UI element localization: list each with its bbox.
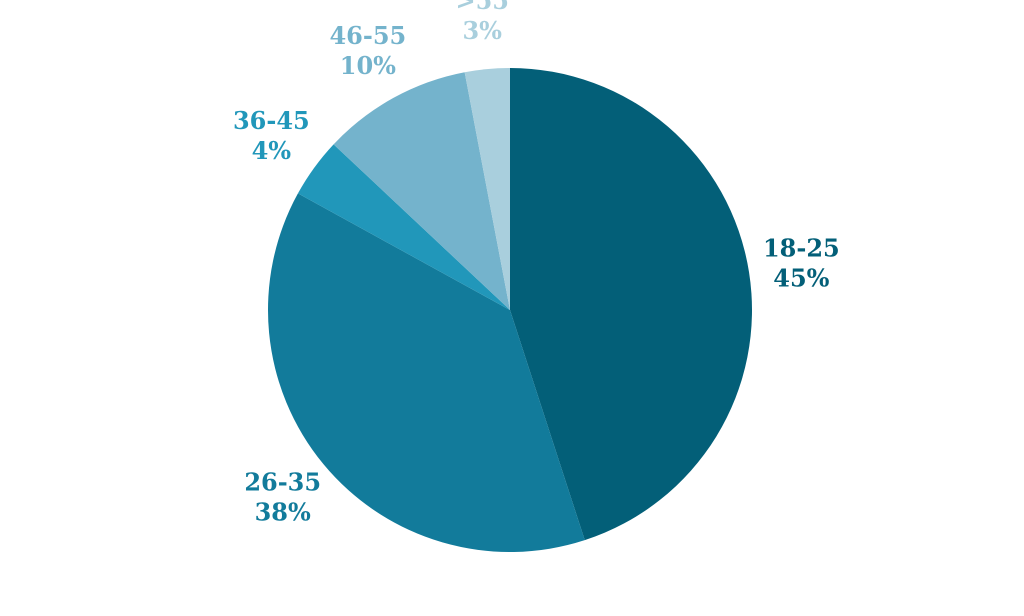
pie-slice: [464, 68, 510, 310]
slice-category-label: 26-35: [244, 468, 321, 497]
slice-value-label: 3%: [462, 16, 502, 45]
slice-category-label: >55: [455, 0, 509, 15]
slice-value-label: 45%: [773, 263, 829, 292]
pie-slice: [297, 144, 510, 310]
slice-category-label: 18-25: [763, 233, 840, 262]
pie-slice: [333, 72, 510, 310]
slice-category-label: 46-55: [329, 21, 406, 50]
slice-category-label: 36-45: [233, 106, 310, 135]
slice-value-label: 38%: [255, 498, 311, 527]
pie-slice: [267, 193, 585, 553]
pie-slice: [510, 68, 752, 541]
slice-value-label: 4%: [252, 136, 292, 165]
slice-value-label: 10%: [340, 51, 396, 80]
